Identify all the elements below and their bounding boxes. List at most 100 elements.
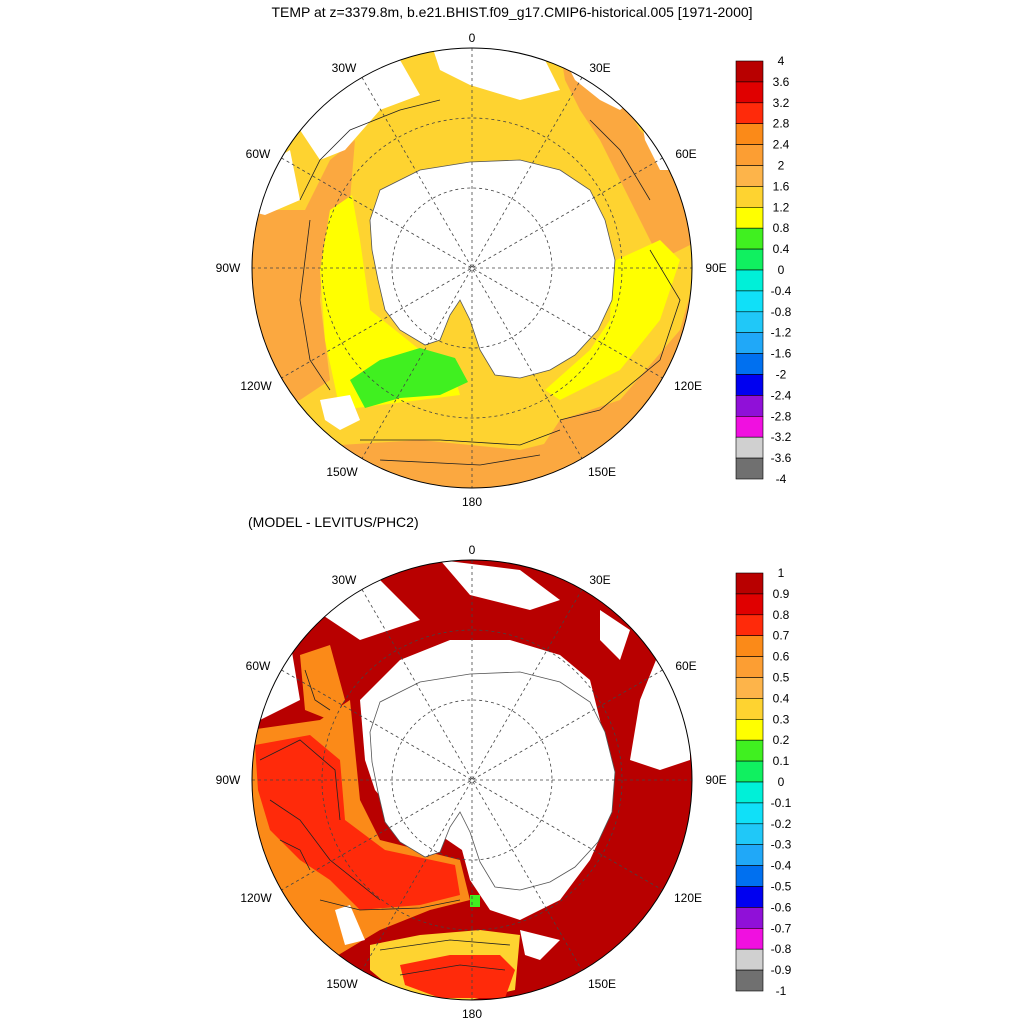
bottom-colorbar: 1 0.9 0.8 0.7 0.6 0.5 0.4 0.3 0.2 0.1 0 -0.1 -0.2 -0.… [735, 566, 792, 998]
bottom-label-150e: 150E [588, 977, 616, 991]
top-colorbar-tick-label: 0.4 [773, 242, 790, 256]
top-colorbar-swatch [735, 207, 764, 229]
bottom-polar-map: 0 30W 30E 60W 60E 90W 90E 120W 120E 150W… [216, 543, 727, 1021]
bottom-colorbar-swatch [735, 614, 764, 636]
top-colorbar-swatch [735, 186, 764, 208]
bottom-colorbar-swatch [735, 907, 764, 929]
bottom-missing-north [440, 560, 560, 610]
top-colorbar-tick-label: 2 [778, 159, 785, 173]
bottom-missing-south-west [335, 905, 365, 945]
bottom-colorbar-swatch [735, 677, 764, 699]
top-colorbar-tick-label: -3.6 [771, 451, 792, 465]
bottom-colorbar-tick-label: -0.2 [771, 817, 792, 831]
bottom-colorbar-swatch [735, 823, 764, 845]
bottom-colorbar-swatch [735, 593, 764, 616]
bottom-colorbar-tick-label: -1 [776, 984, 787, 998]
bottom-colorbar-swatch [735, 886, 764, 908]
top-contour-lines [299, 99, 681, 466]
top-colorbar-tick-label: -2.8 [771, 409, 792, 423]
top-field-warm-west [252, 140, 355, 400]
bottom-colorbar-tick-label: 0.7 [773, 629, 790, 643]
top-field-yellow-east [545, 240, 680, 400]
bottom-colorbar-tick-label: -0.9 [771, 963, 792, 977]
top-colorbar-swatch [735, 395, 764, 417]
top-label-60e: 60E [675, 147, 696, 161]
bottom-colorbar-tick-label: 0.5 [773, 671, 790, 685]
bottom-field-red-west [255, 735, 460, 910]
top-label-60w: 60W [246, 147, 271, 161]
top-colorbar-swatch [735, 123, 764, 145]
top-colorbar-swatch [735, 248, 764, 271]
bottom-graticule [252, 560, 692, 1000]
bottom-colorbar-swatch [735, 844, 764, 866]
top-colorbar-tick-label: 3.6 [773, 75, 790, 89]
top-field-warm-south [340, 440, 560, 488]
bottom-colorbar-swatch [735, 927, 764, 950]
bottom-colorbar-swatch [735, 948, 764, 971]
top-field [252, 48, 692, 488]
bottom-label-30w: 30W [332, 573, 357, 587]
top-colorbar-swatch [735, 144, 764, 166]
bottom-field-red-south [400, 955, 515, 998]
bottom-label-120e: 120E [674, 891, 702, 905]
top-colorbar-tick-label: 4 [778, 54, 785, 68]
top-colorbar-swatch [735, 415, 764, 438]
top-field-warm-northeast [560, 50, 692, 260]
bottom-colorbar-swatch [735, 572, 764, 595]
bottom-colorbar-tick-label: -0.8 [771, 942, 792, 956]
bottom-label-120w: 120W [240, 891, 272, 905]
top-colorbar-swatch [735, 374, 764, 396]
bottom-missing-east-small [600, 610, 630, 660]
top-colorbar-tick-label: 3.2 [773, 96, 790, 110]
bottom-colorbar-tick-label: 0.3 [773, 712, 790, 726]
bottom-colorbar-tick-label: -0.4 [771, 859, 792, 873]
bottom-field-green-patch [470, 895, 480, 907]
top-polar-map: 0 30W 30E 60W 60E 90W 90E 120W 120E 150W… [216, 31, 727, 509]
top-map-border [251, 47, 693, 489]
top-colorbar-tick-label: -2 [776, 368, 787, 382]
top-graticule [252, 48, 692, 488]
bottom-colorbar-tick-label: -0.7 [771, 921, 792, 935]
bottom-colorbar-swatch [735, 739, 764, 762]
bottom-colorbar-swatch [735, 656, 764, 678]
bottom-colorbar-swatch [735, 781, 764, 804]
top-antarctica-continent [369, 159, 616, 379]
top-colorbar-tick-label: -4 [776, 472, 787, 486]
bottom-colorbar-tick-label: 0.9 [773, 587, 790, 601]
top-colorbar-swatch [735, 353, 764, 375]
bottom-colorbar-tick-label: 0.1 [773, 754, 790, 768]
top-colorbar: 4 3.6 3.2 2.8 2.4 2 1.6 1.2 0.8 0.4 0 -0.4 -0.8 -1.2 -… [735, 54, 792, 486]
top-colorbar-tick-label: -0.8 [771, 305, 792, 319]
top-label-120w: 120W [240, 379, 272, 393]
top-label-150e: 150E [588, 465, 616, 479]
bottom-label-90e: 90E [705, 773, 726, 787]
bottom-colorbar-swatch [735, 969, 764, 992]
top-colorbar-tick-label: -0.4 [771, 284, 792, 298]
top-label-150w: 150W [326, 465, 358, 479]
top-colorbar-swatch [735, 269, 764, 292]
bottom-colorbar-tick-label: -0.1 [771, 796, 792, 810]
bottom-label-60w: 60W [246, 659, 271, 673]
bottom-colorbar-swatch [735, 635, 764, 657]
bottom-colorbar-tick-label: -0.5 [771, 880, 792, 894]
bottom-label-60e: 60E [675, 659, 696, 673]
top-colorbar-swatch [735, 290, 764, 313]
bottom-colorbar-tick-label: 0.4 [773, 691, 790, 705]
top-missing-south-west [320, 395, 360, 430]
top-label-30e: 30E [589, 61, 610, 75]
top-colorbar-swatch [735, 311, 764, 333]
bottom-label-150w: 150W [326, 977, 358, 991]
top-label-0: 0 [469, 31, 476, 45]
bottom-colorbar-tick-label: 0.8 [773, 608, 790, 622]
bottom-label-0: 0 [469, 543, 476, 557]
bottom-colorbar-swatch [735, 760, 764, 783]
bottom-colorbar-swatch [735, 802, 764, 825]
top-colorbar-swatch [735, 102, 764, 125]
top-colorbar-tick-label: 2.8 [773, 117, 790, 131]
top-colorbar-tick-label: -3.2 [771, 430, 792, 444]
bottom-colorbar-swatch [735, 718, 764, 741]
bottom-label-30e: 30E [589, 573, 610, 587]
top-colorbar-swatch [735, 457, 764, 480]
top-colorbar-tick-label: 1.2 [773, 200, 790, 214]
top-colorbar-tick-label: 1.6 [773, 179, 790, 193]
